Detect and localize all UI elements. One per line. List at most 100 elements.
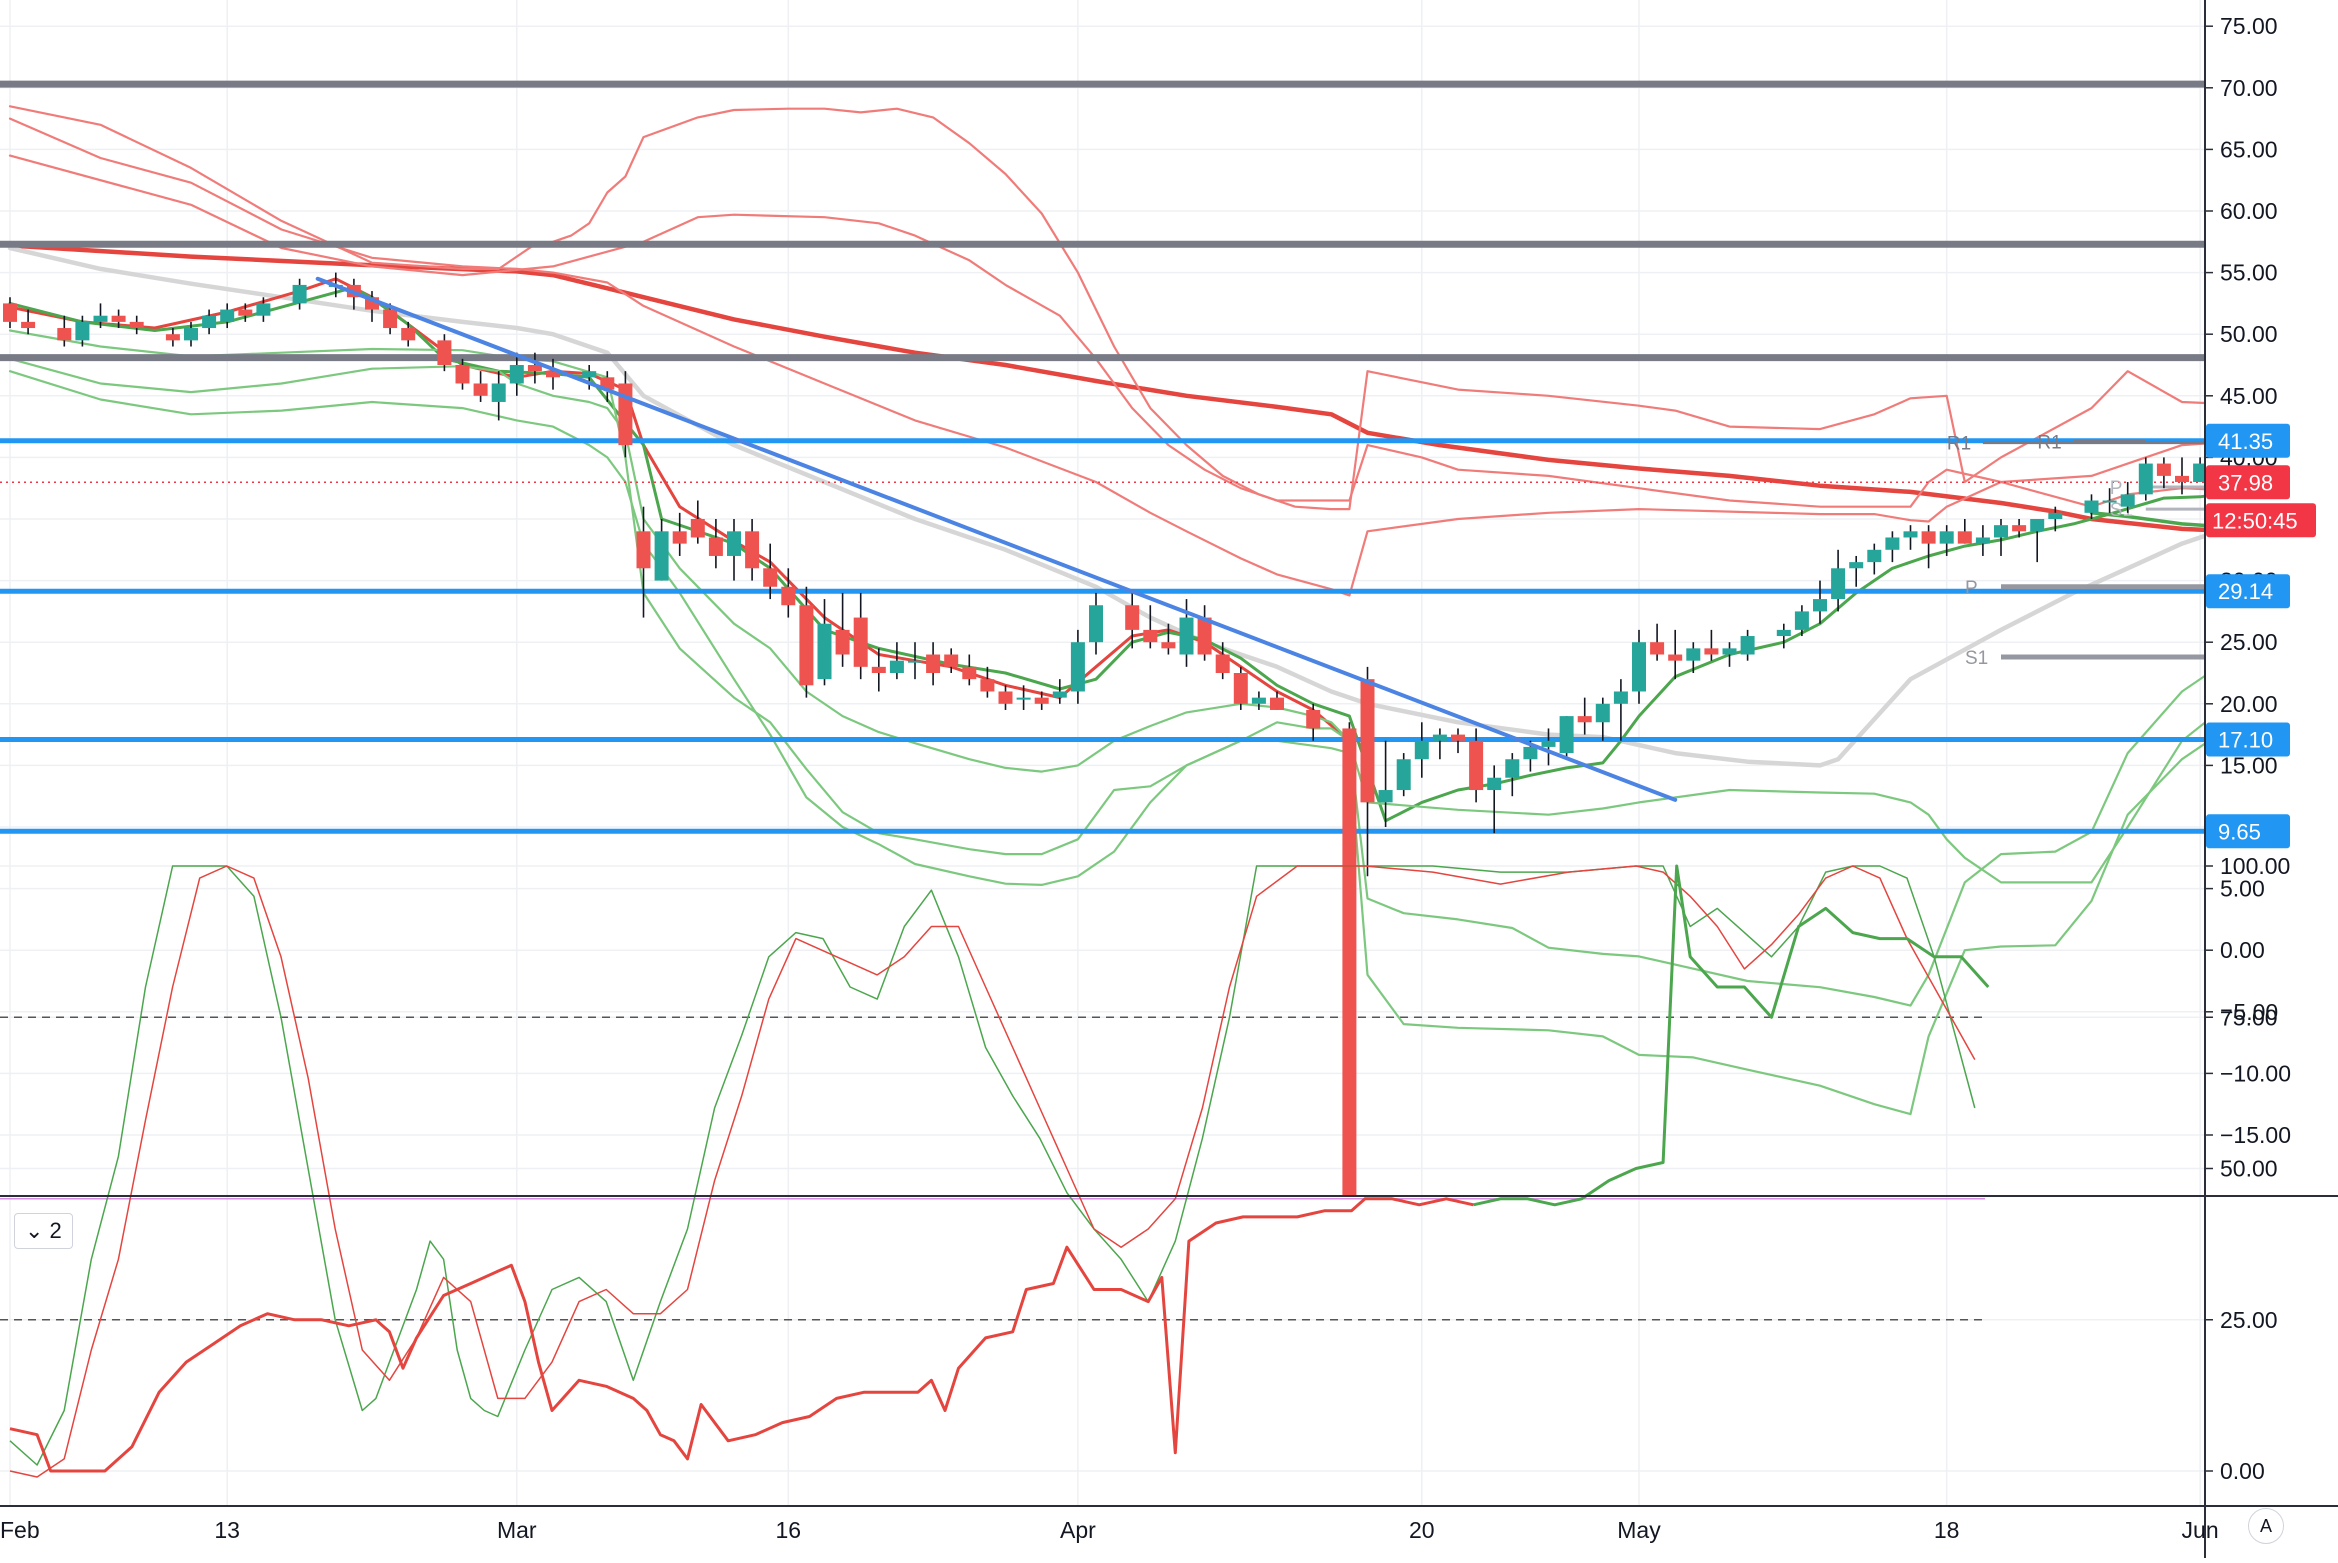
- candle-body[interactable]: [1686, 648, 1701, 661]
- candle-body[interactable]: [2048, 512, 2063, 519]
- time-axis[interactable]: Feb13Mar16Apr20May18Jun15: [0, 1517, 2338, 1543]
- candle-body[interactable]: [2138, 463, 2153, 495]
- candle-body[interactable]: [1089, 605, 1103, 643]
- candle-body[interactable]: [690, 519, 705, 538]
- candle-body[interactable]: [853, 617, 868, 667]
- candle-body[interactable]: [1921, 531, 1936, 544]
- candle-body[interactable]: [636, 531, 651, 569]
- candle-body[interactable]: [1342, 728, 1357, 1195]
- candle-body[interactable]: [871, 666, 886, 673]
- candle-body[interactable]: [1668, 654, 1683, 661]
- candle-body[interactable]: [1487, 777, 1502, 791]
- candle-body[interactable]: [1867, 549, 1882, 563]
- candle-body[interactable]: [1650, 642, 1665, 655]
- candle-body[interactable]: [220, 309, 235, 322]
- candle-body[interactable]: [1704, 648, 1719, 655]
- candle-body[interactable]: [980, 679, 995, 692]
- candle-body[interactable]: [129, 321, 144, 329]
- candle-body[interactable]: [654, 531, 669, 581]
- candle-body[interactable]: [1541, 740, 1556, 747]
- oscillator-axis[interactable]: 100.00 75.00 50.00 25.00 0.00: [2205, 853, 2290, 1484]
- candle-body[interactable]: [1016, 697, 1031, 700]
- candle-body[interactable]: [1595, 703, 1610, 723]
- candle-body[interactable]: [527, 365, 542, 372]
- candle-body[interactable]: [1523, 746, 1538, 760]
- candle-body[interactable]: [1957, 531, 1972, 544]
- candle-body[interactable]: [763, 568, 778, 587]
- candle-body[interactable]: [165, 334, 180, 341]
- candle-body[interactable]: [1215, 654, 1230, 673]
- candlesticks[interactable]: [3, 272, 2244, 1195]
- candle-body[interactable]: [2175, 475, 2189, 483]
- candle-body[interactable]: [1939, 531, 1954, 544]
- candle-body[interactable]: [1052, 691, 1067, 698]
- candle-body[interactable]: [2012, 525, 2027, 532]
- candle-body[interactable]: [908, 660, 922, 663]
- candle-body[interactable]: [546, 371, 560, 378]
- candle-body[interactable]: [618, 383, 633, 446]
- candle-body[interactable]: [93, 315, 108, 322]
- candle-body[interactable]: [202, 315, 217, 329]
- candle-body[interactable]: [1975, 537, 1990, 544]
- candle-body[interactable]: [383, 309, 398, 329]
- candle-body[interactable]: [292, 284, 307, 304]
- candle-body[interactable]: [1505, 759, 1520, 778]
- candle-body[interactable]: [2193, 463, 2208, 483]
- candle-body[interactable]: [491, 383, 506, 402]
- candle-body[interactable]: [256, 303, 271, 316]
- candle-body[interactable]: [926, 654, 941, 673]
- candle-body[interactable]: [1414, 740, 1429, 760]
- candle-body[interactable]: [2120, 494, 2135, 507]
- candle-body[interactable]: [2156, 463, 2171, 476]
- candle-body[interactable]: [57, 328, 72, 341]
- candle-body[interactable]: [111, 315, 126, 322]
- candle-body[interactable]: [1432, 734, 1447, 741]
- candle-body[interactable]: [1469, 740, 1484, 791]
- candle-body[interactable]: [1034, 697, 1049, 704]
- candle-body[interactable]: [708, 537, 723, 556]
- candle-body[interactable]: [1994, 525, 2008, 538]
- candle-body[interactable]: [184, 328, 198, 341]
- candle-body[interactable]: [835, 629, 850, 655]
- candle-body[interactable]: [21, 321, 36, 329]
- candle-body[interactable]: [817, 623, 832, 680]
- candle-body[interactable]: [1831, 568, 1846, 600]
- candle-body[interactable]: [799, 605, 814, 686]
- candle-body[interactable]: [1396, 759, 1411, 791]
- candle-body[interactable]: [1306, 709, 1321, 729]
- collapse-pane-button[interactable]: ⌄ 2: [14, 1213, 73, 1249]
- candle-body[interactable]: [727, 531, 741, 556]
- candle-body[interactable]: [401, 328, 416, 341]
- candle-body[interactable]: [2102, 500, 2117, 503]
- candle-body[interactable]: [944, 654, 959, 667]
- candle-body[interactable]: [1125, 605, 1140, 630]
- candle-body[interactable]: [781, 586, 796, 606]
- candle-body[interactable]: [1270, 697, 1284, 710]
- candle-body[interactable]: [962, 666, 977, 680]
- candle-body[interactable]: [1360, 679, 1375, 803]
- candle-body[interactable]: [745, 531, 760, 569]
- candle-body[interactable]: [1813, 599, 1827, 612]
- candle-body[interactable]: [889, 660, 904, 673]
- candle-body[interactable]: [1632, 642, 1646, 692]
- candle-body[interactable]: [473, 383, 488, 396]
- candle-body[interactable]: [1251, 697, 1266, 704]
- candle-body[interactable]: [2084, 500, 2099, 513]
- candle-body[interactable]: [1197, 617, 1212, 655]
- candle-body[interactable]: [1577, 716, 1592, 723]
- candle-body[interactable]: [1776, 629, 1791, 637]
- trendline[interactable]: [315, 276, 1678, 802]
- candle-body[interactable]: [1451, 734, 1465, 741]
- candle-body[interactable]: [1161, 642, 1176, 649]
- auto-scale-button[interactable]: A: [2248, 1508, 2284, 1544]
- candle-body[interactable]: [998, 691, 1013, 704]
- candle-body[interactable]: [509, 365, 524, 384]
- candle-body[interactable]: [3, 303, 17, 322]
- candle-body[interactable]: [75, 321, 90, 341]
- candle-body[interactable]: [1903, 531, 1918, 538]
- candle-body[interactable]: [1233, 673, 1248, 704]
- candle-body[interactable]: [437, 340, 452, 365]
- candle-body[interactable]: [1070, 642, 1085, 692]
